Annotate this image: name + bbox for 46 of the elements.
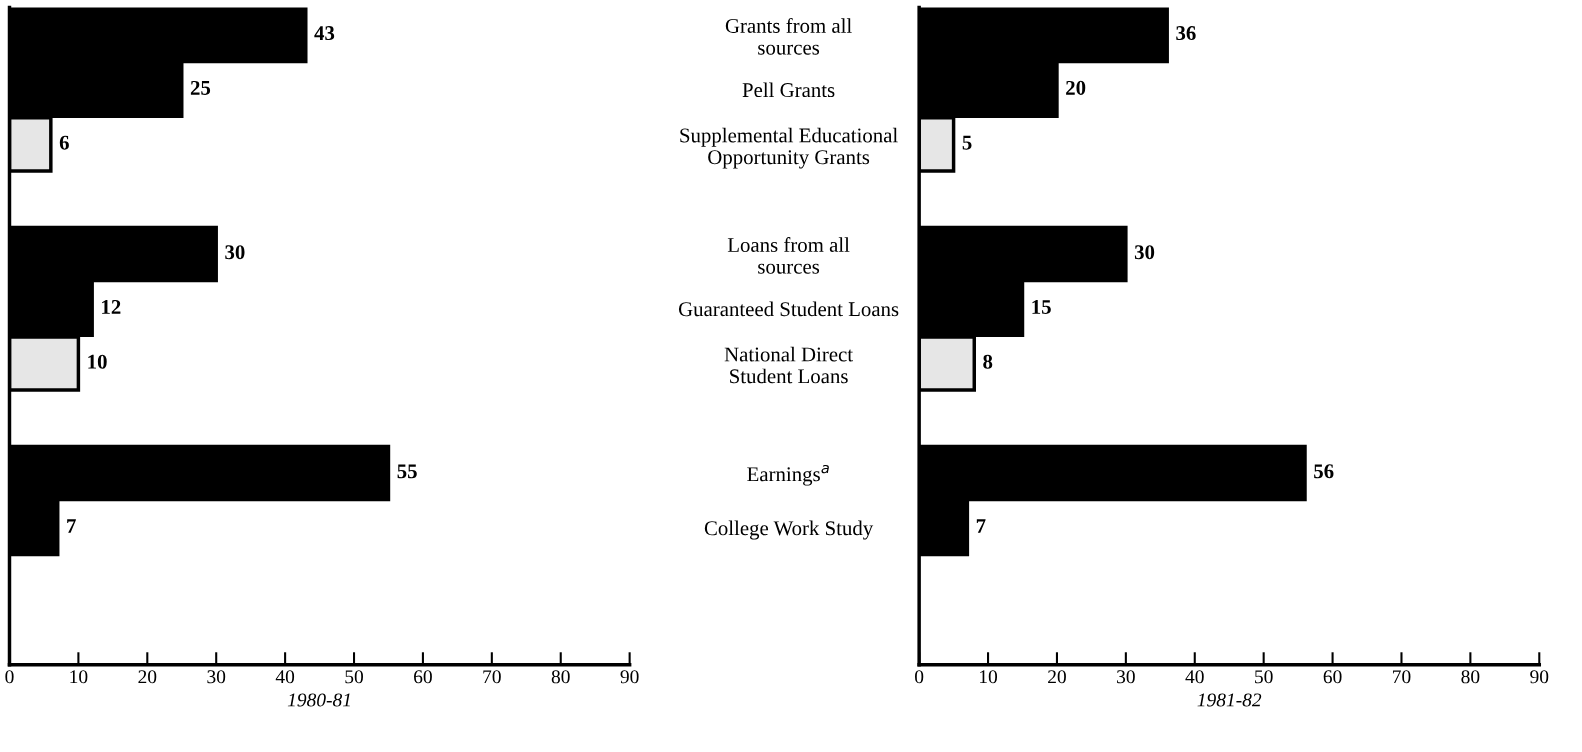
x-tick-label: 80 [1461, 670, 1480, 684]
y-tick-label: Guaranteed Student Loans [678, 301, 899, 317]
data-label: 8 [983, 354, 993, 369]
x-tick-label: 0 [915, 670, 924, 684]
data-label: 5 [962, 135, 972, 150]
data-label: 56 [1314, 464, 1334, 479]
x-tick-label: 10 [70, 670, 88, 684]
y-tick-label: Pell Grants [742, 82, 835, 98]
data-label: 43 [314, 26, 335, 41]
x-axis-title: 1980-81 [287, 693, 350, 707]
x-tick-label: 70 [1393, 670, 1411, 684]
x-tick-label: 10 [980, 670, 998, 684]
x-tick-label: 60 [1323, 670, 1342, 684]
y-tick-label: Loans from all sources [727, 237, 850, 274]
data-label: 20 [1066, 80, 1086, 95]
x-tick-label: 80 [551, 670, 570, 684]
x-tick-label: 30 [1117, 670, 1135, 684]
x-tick-label: 30 [207, 670, 226, 684]
x-tick-label: 40 [1185, 670, 1204, 684]
data-label: 10 [88, 354, 107, 369]
data-label: 6 [59, 135, 69, 150]
data-label: 36 [1176, 26, 1196, 41]
x-axis-title: 1981-82 [1197, 693, 1262, 707]
y-tick-label: Supplemental Educational Opportunity Grants [680, 127, 898, 169]
x-tick-label: 60 [414, 670, 432, 684]
data-label: 15 [1032, 300, 1051, 314]
x-tick-label: 90 [1530, 670, 1549, 684]
data-label: 25 [190, 80, 211, 95]
x-tick-label: 20 [1048, 670, 1066, 684]
data-label: 12 [102, 299, 121, 314]
x-tick-label: 50 [1255, 670, 1273, 684]
x-tick-label: 20 [138, 670, 157, 684]
y-tick-label: College Work Study [704, 520, 874, 540]
y-tick-label: Earnings$^{a}$ [747, 464, 829, 486]
data-label: 55 [397, 464, 417, 479]
y-tick-label: Grants from all sources [725, 18, 852, 55]
data-label: 7 [67, 519, 76, 533]
y-tick-label: National Direct Student Loans [724, 346, 853, 384]
data-label: 7 [976, 519, 986, 533]
data-label: 30 [225, 245, 245, 260]
x-tick-label: 50 [345, 670, 363, 684]
x-tick-label: 70 [483, 670, 501, 684]
x-tick-label: 90 [620, 670, 639, 684]
x-tick-label: 40 [275, 670, 295, 684]
data-label: 30 [1134, 245, 1155, 260]
x-tick-label: 0 [5, 670, 14, 684]
